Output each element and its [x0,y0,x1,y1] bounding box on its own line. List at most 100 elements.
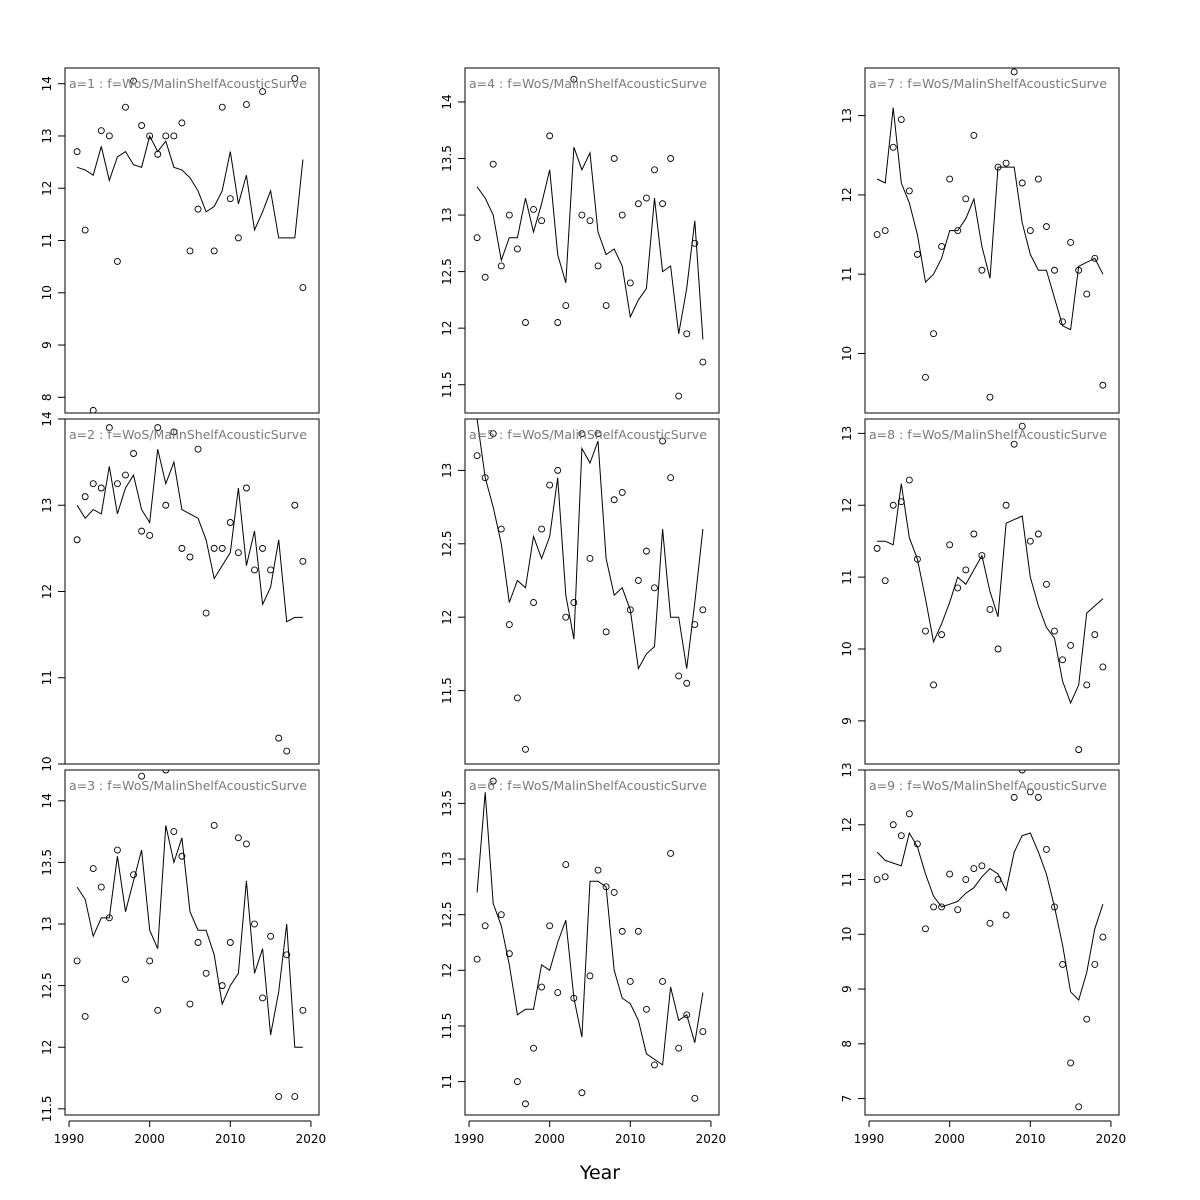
data-point [699,358,707,366]
data-point [275,1093,283,1100]
panel-label: a=9 : f=WoS/MalinShelfAcousticSurve [869,778,1107,793]
data-point [642,1005,650,1013]
x-tick-label: 2020 [696,1132,727,1146]
data-point [954,227,962,235]
y-tick-label: 12 [40,181,54,196]
data-point [481,273,489,281]
x-tick-label: 2010 [615,1132,646,1146]
y-tick-label: 11.5 [40,1095,54,1122]
data-point [986,393,994,401]
panel-5: 11.5 12 12.5 13 a=5 : f=WoS/MalinShelfAcoust… [440,418,720,765]
data-point [586,217,594,225]
data-point [105,424,113,432]
data-point [594,430,602,438]
data-point [186,1000,194,1008]
data-point [667,850,675,857]
data-point [602,883,610,891]
panels-group: 8 9 10 11 12 13 14 a=1 : f=WoS/MalinShelfAcoust… [40,67,1126,1146]
data-point [962,566,970,574]
data-point [283,951,291,959]
data-point [497,911,505,919]
panel-label: a=5 : f=WoS/MalinShelfAcousticSurve [469,427,707,442]
panel-9: 7 8 9 10 11 12 13 a=9 : f=WoS/MalinShelfAcousti… [840,762,1126,1146]
data-point [530,205,537,213]
data-point [81,226,89,234]
data-point [81,1012,89,1020]
data-point [610,496,618,504]
data-point [873,544,881,552]
data-point [994,163,1002,171]
data-point [913,250,921,258]
data-point [267,566,275,574]
data-point [1083,290,1091,298]
data-point [930,681,937,689]
data-point [554,466,562,474]
data-point [889,143,897,151]
data-point [691,621,699,628]
plot-area [473,419,707,753]
data-point [578,430,586,438]
data-point [913,840,921,848]
data-point [562,302,570,309]
panel-label: a=2 : f=WoS/MalinShelfAcousticSurve [69,427,307,442]
data-point [138,122,146,129]
data-point [922,627,929,635]
data-point [513,245,521,253]
y-tick-label: 13 [40,498,54,513]
data-point [146,132,154,140]
data-point [634,927,642,935]
data-point [81,493,89,501]
data-point [1010,793,1018,801]
data-point [251,920,258,928]
data-point [138,527,146,535]
x-tick-label: 2020 [296,1132,327,1146]
y-tick-label: 13 [440,851,454,866]
data-point [283,747,291,755]
y-tick-label: 12.5 [440,258,454,285]
y-tick-label: 13.5 [440,145,454,172]
data-point [218,982,226,990]
y-tick-label: 13 [440,207,454,222]
data-point [178,119,186,127]
panel-frame [864,769,1120,1116]
data-point [489,160,497,168]
data-point [1091,631,1099,639]
data-point [873,231,881,239]
data-point [130,450,137,457]
data-point [218,544,226,552]
data-point [242,101,250,109]
data-point [242,484,250,492]
data-point [530,599,537,606]
y-tick-label: 10 [840,641,854,656]
x-tick-label: 1990 [54,1132,85,1146]
data-point [89,480,97,488]
data-point [570,75,578,83]
data-point [691,1094,699,1102]
panel-7: 10 11 12 13 a=7 : f=WoS/MalinShelfAcousticSu… [840,67,1120,414]
data-point [962,195,970,203]
data-point [986,606,994,613]
data-point [130,77,137,85]
data-point [73,957,81,965]
data-point [659,200,667,208]
panel-label: a=1 : f=WoS/MalinShelfAcousticSurve [69,76,307,91]
plot-area [873,68,1107,401]
y-tick-label: 11 [40,233,54,248]
y-tick-label: 13 [840,762,854,777]
data-point [1026,537,1034,545]
data-point [530,1044,537,1052]
data-point [299,1006,307,1014]
y-tick-label: 10 [840,346,854,361]
y-tick-label: 14 [440,94,454,109]
data-point [994,876,1002,883]
data-point [691,239,699,247]
data-point [113,846,121,854]
panel-label: a=3 : f=WoS/MalinShelfAcousticSurve [69,778,307,793]
data-point [930,903,937,911]
data-point [210,247,218,255]
panel-2: 10 11 12 13 14 a=2 : f=WoS/MalinShelfAcoustic… [40,411,320,772]
data-point [146,531,154,539]
data-point [291,501,299,509]
data-point [546,481,554,489]
data-point [922,373,929,381]
